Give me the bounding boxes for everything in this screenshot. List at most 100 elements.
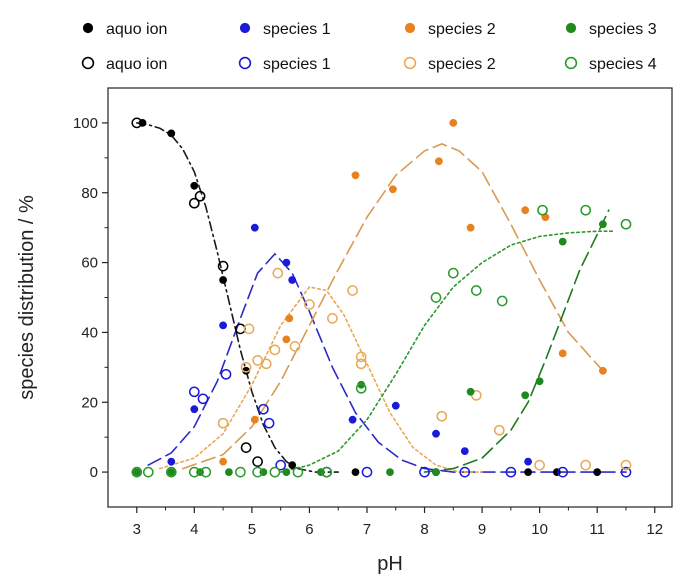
data-point-series-8 — [447, 267, 459, 279]
data-point-series-4 — [258, 403, 269, 415]
x-tick-label: 12 — [646, 521, 663, 538]
data-point-series-6 — [347, 285, 358, 296]
data-point-series-8 — [292, 466, 304, 478]
y-tick-label: 40 — [81, 324, 98, 341]
data-point-series-2 — [188, 197, 200, 209]
data-point-series-1 — [524, 468, 532, 476]
data-point-series-5 — [434, 157, 443, 166]
data-point-series-3 — [250, 223, 259, 232]
data-point-series-6 — [436, 410, 448, 422]
data-point-series-8 — [355, 382, 367, 394]
data-point-series-2 — [252, 456, 263, 467]
data-point-series-7 — [521, 391, 530, 400]
data-point-series-7 — [224, 468, 233, 476]
legend-marker — [404, 22, 416, 34]
x-tick-label: 7 — [363, 521, 371, 538]
legend-label: species 2 — [428, 56, 496, 73]
data-point-series-8 — [537, 204, 548, 216]
legend-label: species 3 — [589, 21, 657, 38]
data-point-series-4 — [220, 368, 232, 380]
data-point-series-4 — [263, 417, 275, 429]
y-tick-label: 20 — [81, 394, 98, 411]
data-point-series-3 — [190, 405, 199, 414]
data-point-series-8 — [200, 466, 212, 478]
data-point-series-2 — [240, 442, 252, 453]
data-point-series-4 — [197, 393, 209, 405]
data-point-series-1 — [593, 468, 602, 476]
plot-frame — [107, 87, 673, 508]
legend-label: aquo ion — [106, 21, 167, 38]
fit-curve-4 — [182, 143, 604, 470]
data-point-series-3 — [524, 457, 532, 466]
x-tick-label: 10 — [531, 521, 548, 538]
data-point-series-1 — [288, 461, 297, 469]
y-tick-label: 100 — [73, 115, 98, 132]
data-point-series-6 — [534, 459, 545, 471]
data-point-series-4 — [419, 466, 430, 478]
data-point-series-6 — [493, 424, 505, 436]
data-point-series-8 — [142, 466, 154, 478]
x-tick-label: 5 — [248, 521, 256, 538]
data-point-series-4 — [557, 466, 569, 478]
data-point-series-6 — [355, 351, 367, 363]
x-tick-label: 6 — [305, 521, 313, 538]
legend-label: species 2 — [428, 21, 496, 38]
data-point-series-7 — [535, 377, 544, 386]
legend-marker — [565, 22, 577, 34]
y-tick-label: 60 — [81, 255, 98, 272]
data-point-series-2 — [217, 260, 229, 272]
data-point-series-7 — [282, 468, 291, 476]
data-point-series-1 — [219, 276, 227, 284]
data-point-series-5 — [466, 223, 475, 232]
data-point-series-7 — [386, 468, 394, 476]
legend-label: species 1 — [263, 56, 331, 73]
x-tick-label: 9 — [478, 521, 486, 538]
data-point-series-5 — [351, 171, 360, 180]
data-point-series-1 — [167, 129, 176, 138]
plot-area: 3 4 5 6 7 8 9 10 11 12 0 20 40 60 80 100 — [73, 87, 673, 538]
data-point-series-5 — [388, 185, 397, 194]
data-point-series-4 — [505, 466, 517, 478]
data-point-series-8 — [165, 466, 177, 478]
data-point-series-6 — [620, 459, 632, 471]
legend: aquo ion species 1 species 2 species 3 aquo … — [81, 21, 657, 73]
data-point-series-8 — [131, 466, 143, 478]
data-point-series-2 — [131, 117, 143, 129]
x-tick-label: 8 — [420, 521, 428, 538]
data-point-series-7 — [599, 220, 607, 229]
data-point-series-5 — [521, 206, 530, 215]
data-point-series-4 — [361, 466, 373, 478]
data-point-series-5 — [250, 415, 259, 424]
data-point-series-3 — [219, 321, 227, 330]
data-point-series-6 — [289, 341, 301, 352]
data-point-series-6 — [217, 417, 229, 429]
x-tick-label: 3 — [133, 521, 141, 538]
data-point-series-1 — [351, 468, 360, 476]
data-point-series-4 — [188, 386, 200, 398]
data-point-series-8 — [580, 204, 592, 216]
data-point-series-5 — [219, 457, 227, 466]
data-point-series-3 — [348, 415, 357, 424]
data-point-series-4 — [459, 466, 471, 478]
x-tick-label: 11 — [589, 521, 605, 538]
data-point-series-7 — [132, 468, 141, 476]
data-point-series-6 — [580, 459, 592, 471]
fit-curve-3 — [159, 286, 483, 473]
fit-curve-6 — [423, 209, 610, 473]
data-point-series-3 — [391, 401, 400, 410]
legend-label: species 4 — [589, 56, 657, 73]
data-point-series-4 — [275, 459, 287, 471]
legend-marker — [82, 22, 94, 34]
legend-label: species 1 — [263, 21, 331, 38]
data-point-series-5 — [599, 366, 607, 375]
legend-marker — [238, 56, 252, 70]
data-point-series-1 — [190, 181, 199, 190]
y-tick-label: 0 — [90, 464, 98, 481]
data-point-series-5 — [558, 349, 567, 358]
data-point-series-5 — [285, 314, 294, 323]
y-tick-label: 80 — [81, 185, 98, 202]
data-point-series-3 — [460, 447, 469, 455]
data-point-series-5 — [282, 335, 291, 344]
data-point-series-7 — [432, 468, 440, 476]
